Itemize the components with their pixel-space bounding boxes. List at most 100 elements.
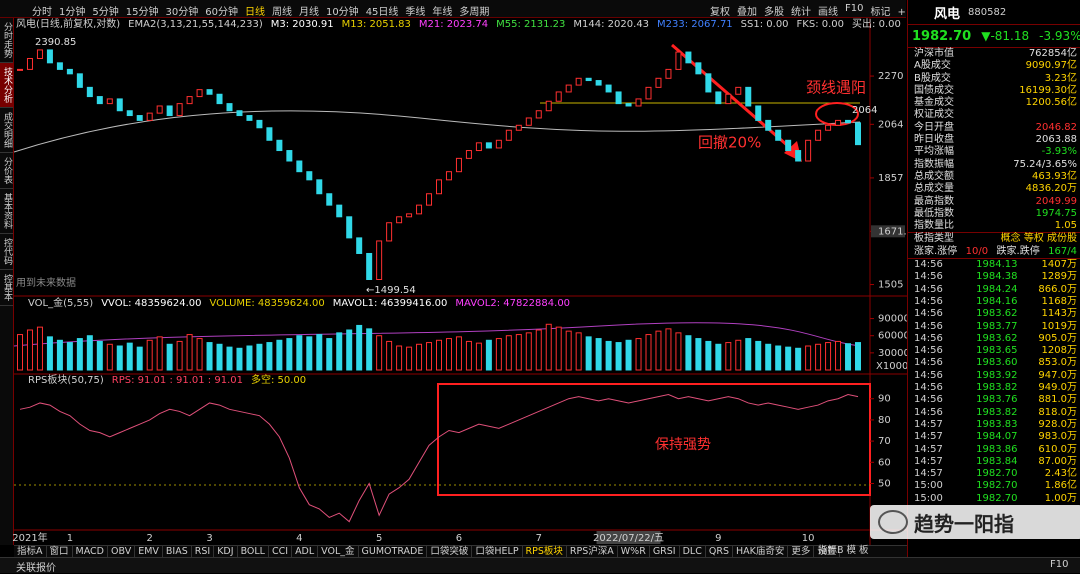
indicator-tab[interactable]: 口袋HELP	[472, 546, 523, 558]
indicator-tab[interactable]: RPS沪深A	[567, 546, 618, 558]
side-tab[interactable]: 技术分析	[0, 63, 13, 108]
volume-bar	[855, 342, 861, 371]
indicator-tab[interactable]: QRS	[706, 546, 733, 558]
side-tab[interactable]: 分时走势	[0, 18, 13, 63]
volume-bar	[26, 329, 33, 371]
side-tab[interactable]: 成交明细	[0, 108, 13, 153]
period-tab[interactable]: 多周期	[459, 7, 490, 18]
period-tab[interactable]: 60分钟	[205, 7, 238, 18]
quote-label: B股成交	[914, 72, 951, 84]
trade-volume: 949.0万	[1038, 382, 1077, 394]
candle-body	[845, 119, 852, 124]
candle-body	[595, 80, 602, 86]
side-tab[interactable]: 基本资料	[0, 189, 13, 234]
indicator-tab[interactable]: 窗口	[47, 546, 73, 558]
breadth-item: 跌家.跌停	[996, 245, 1040, 257]
y-tick-label: 70	[878, 436, 891, 447]
indicator-tab[interactable]: OBV	[108, 546, 136, 558]
candle-body	[795, 150, 802, 162]
indicator-tab[interactable]: 更多	[788, 546, 815, 558]
tool-tab[interactable]: 标记	[870, 7, 891, 18]
volume-bar	[316, 334, 323, 371]
period-tab[interactable]: 季线	[405, 7, 426, 18]
tool-tab[interactable]: 多股	[764, 7, 784, 18]
volume-bar	[256, 343, 263, 371]
volume-bar	[106, 343, 113, 371]
trade-price: 1984.13	[976, 259, 1018, 271]
status-right: F10	[1050, 559, 1069, 570]
indicator-tab[interactable]: EMV	[135, 546, 163, 558]
volume-bar	[386, 340, 393, 371]
indicator-tab[interactable]: VOL_金	[318, 546, 359, 558]
volume-bar	[116, 345, 123, 371]
volume-bar	[366, 328, 373, 371]
trade-price: 1983.92	[976, 369, 1018, 381]
tool-tab[interactable]: 统计	[791, 7, 811, 18]
indicator-tab[interactable]: 口袋突破	[427, 546, 473, 558]
volume-bar	[296, 335, 303, 371]
indicator-tab[interactable]: HAK庙奇安	[733, 546, 789, 558]
indicator-tab[interactable]: CCI	[269, 546, 293, 558]
side-tabs: 分时走势 技术分析 成交明细 分价表 基本资料 控代码 控基本	[0, 18, 14, 545]
indicator-tab[interactable]: BOLL	[238, 546, 269, 558]
trade-price: 1983.77	[976, 320, 1018, 332]
quote-panel: 风电 880582 1982.70 ▼-81.18 -3.93% 沪深市值 762…	[907, 0, 1080, 557]
period-tab[interactable]: 15分钟	[125, 7, 159, 18]
tool-tab[interactable]: 复权	[710, 7, 730, 18]
side-tab[interactable]: 控基本	[0, 270, 13, 306]
period-tab[interactable]: 1分钟	[59, 7, 86, 18]
side-tab[interactable]: 分价表	[0, 153, 13, 189]
trade-price: 1983.65	[976, 345, 1018, 357]
period-tab[interactable]: 5分钟	[92, 7, 119, 18]
indicator-tab[interactable]: 指标B	[818, 545, 844, 556]
period-tab[interactable]: 日线	[244, 7, 265, 18]
volume-bar	[17, 334, 23, 371]
period-tab[interactable]: 分时	[32, 7, 52, 18]
volume-bar	[645, 334, 652, 371]
indicator-tab[interactable]: W%R	[618, 546, 650, 558]
indicator-tab[interactable]: BIAS	[163, 546, 192, 558]
tool-tab[interactable]: F10	[845, 3, 864, 14]
volume-bar	[785, 346, 792, 371]
indicator-tab[interactable]: 板	[859, 545, 869, 556]
indicator-tab[interactable]: KDJ	[214, 546, 238, 558]
volume-bar	[615, 342, 622, 371]
pane-header: M55: 2131.23	[496, 19, 565, 30]
indicator-tab[interactable]: RSI	[192, 546, 215, 558]
candle-body	[406, 213, 413, 218]
period-tab[interactable]: 月线	[298, 7, 319, 18]
candle-body	[835, 119, 842, 126]
volume-bar	[635, 338, 642, 371]
trade-volume: 866.0万	[1038, 283, 1077, 295]
indicator-tab[interactable]: GRSI	[650, 546, 680, 558]
candle-body	[465, 150, 472, 159]
period-tab[interactable]: 30分钟	[165, 7, 199, 18]
quote-value: 1974.75	[1035, 207, 1077, 219]
candle-body	[346, 216, 353, 239]
candle-body	[725, 93, 732, 105]
indicator-tab[interactable]: ADL	[292, 546, 319, 558]
indicator-tab[interactable]: 模	[846, 545, 857, 556]
tool-tab[interactable]: 画线	[818, 7, 838, 18]
tool-tab[interactable]: 叠加	[737, 7, 757, 18]
quote-row: 基金成交 1200.56亿	[908, 97, 1080, 109]
indicator-tab[interactable]: RPS板块	[523, 546, 567, 558]
indicator-tab[interactable]: 设置	[814, 546, 841, 558]
period-tab[interactable]: 45日线	[365, 7, 399, 18]
side-tab[interactable]: 控代码	[0, 234, 13, 270]
x-tick-label: 2021年	[12, 531, 47, 544]
indicator-tab[interactable]: MACD	[73, 546, 108, 558]
quote-row: 平均涨幅 -3.93%	[908, 146, 1080, 158]
indicator-tab[interactable]: 指标A	[14, 546, 47, 558]
pane-header: FKS: 0.00	[797, 19, 844, 30]
period-tab[interactable]: 年线	[432, 7, 453, 18]
volume-bar	[805, 345, 812, 371]
period-tab[interactable]: 10分钟	[325, 7, 359, 18]
indicator-tab[interactable]: DLC	[680, 546, 706, 558]
candle-body	[665, 68, 672, 79]
x-tick-label: 6	[456, 533, 462, 544]
period-tab[interactable]: 周线	[271, 7, 292, 18]
indicator-tab[interactable]: GUMOTRADE	[359, 546, 428, 558]
x-tick-label: 10	[802, 533, 815, 544]
trade-price: 1983.76	[976, 394, 1018, 406]
